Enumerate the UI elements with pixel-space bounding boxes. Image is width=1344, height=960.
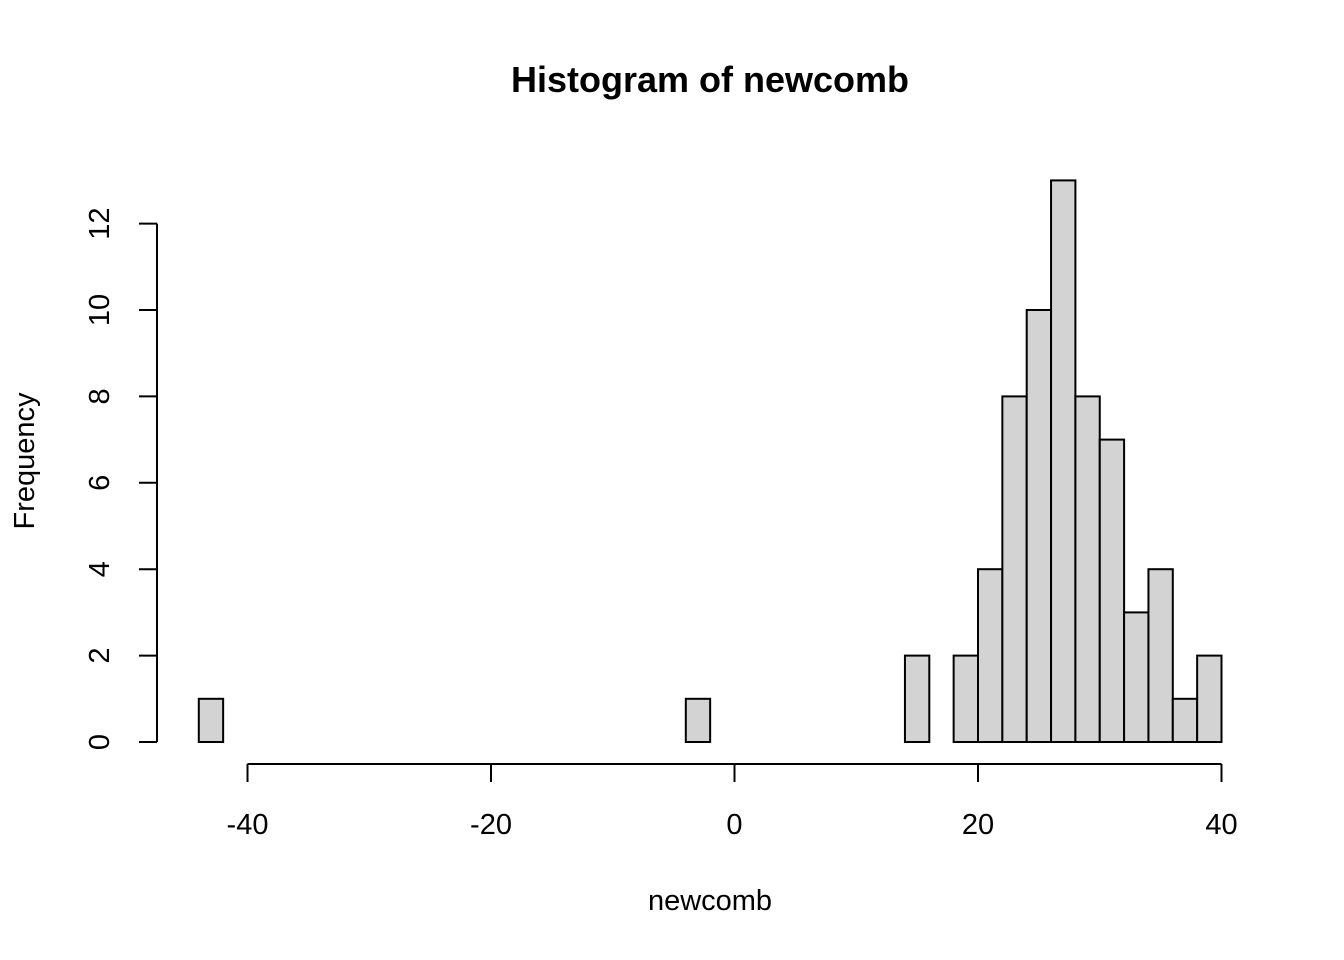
- histogram-bar-32: [977, 568, 1004, 744]
- x-tick-label-2: 0: [726, 809, 742, 841]
- x-axis: -40 -20 0 20 40: [227, 763, 1238, 841]
- y-axis: 0 2 4 6 8 10 12: [84, 207, 158, 750]
- y-tick-label-5: 10: [84, 294, 116, 326]
- histogram-bar-20: [684, 697, 712, 743]
- histogram-bar-41: [1196, 654, 1223, 743]
- histogram-bar-29: [903, 654, 931, 743]
- chart-title: Histogram of newcomb: [511, 59, 909, 100]
- y-tick-label-2: 4: [84, 561, 116, 577]
- y-tick-label-4: 8: [84, 388, 116, 404]
- bars-group: [197, 179, 1223, 744]
- histogram-bar-35: [1050, 179, 1077, 743]
- histogram-bar-40: [1171, 697, 1199, 743]
- x-tick-label-4: 40: [1205, 809, 1237, 841]
- y-tick-label-3: 6: [84, 475, 116, 491]
- x-tick-label-1: -20: [470, 809, 512, 841]
- y-tick-label-6: 12: [84, 207, 116, 239]
- histogram-bar-36: [1074, 395, 1101, 743]
- histogram-bar-37: [1098, 438, 1126, 743]
- y-axis-label: Frequency: [9, 392, 41, 530]
- x-tick-label-3: 20: [962, 809, 994, 841]
- histogram-bar-34: [1025, 309, 1053, 743]
- histogram-bar-39: [1147, 568, 1174, 744]
- y-tick-label-1: 2: [84, 648, 116, 664]
- histogram-bar-31: [952, 654, 980, 743]
- x-tick-label-0: -40: [227, 809, 269, 841]
- histogram-bar-0: [197, 697, 225, 743]
- histogram-bar-38: [1123, 611, 1150, 744]
- histogram-bar-33: [1001, 395, 1028, 743]
- y-tick-label-0: 0: [84, 734, 116, 750]
- x-axis-label: newcomb: [648, 885, 772, 917]
